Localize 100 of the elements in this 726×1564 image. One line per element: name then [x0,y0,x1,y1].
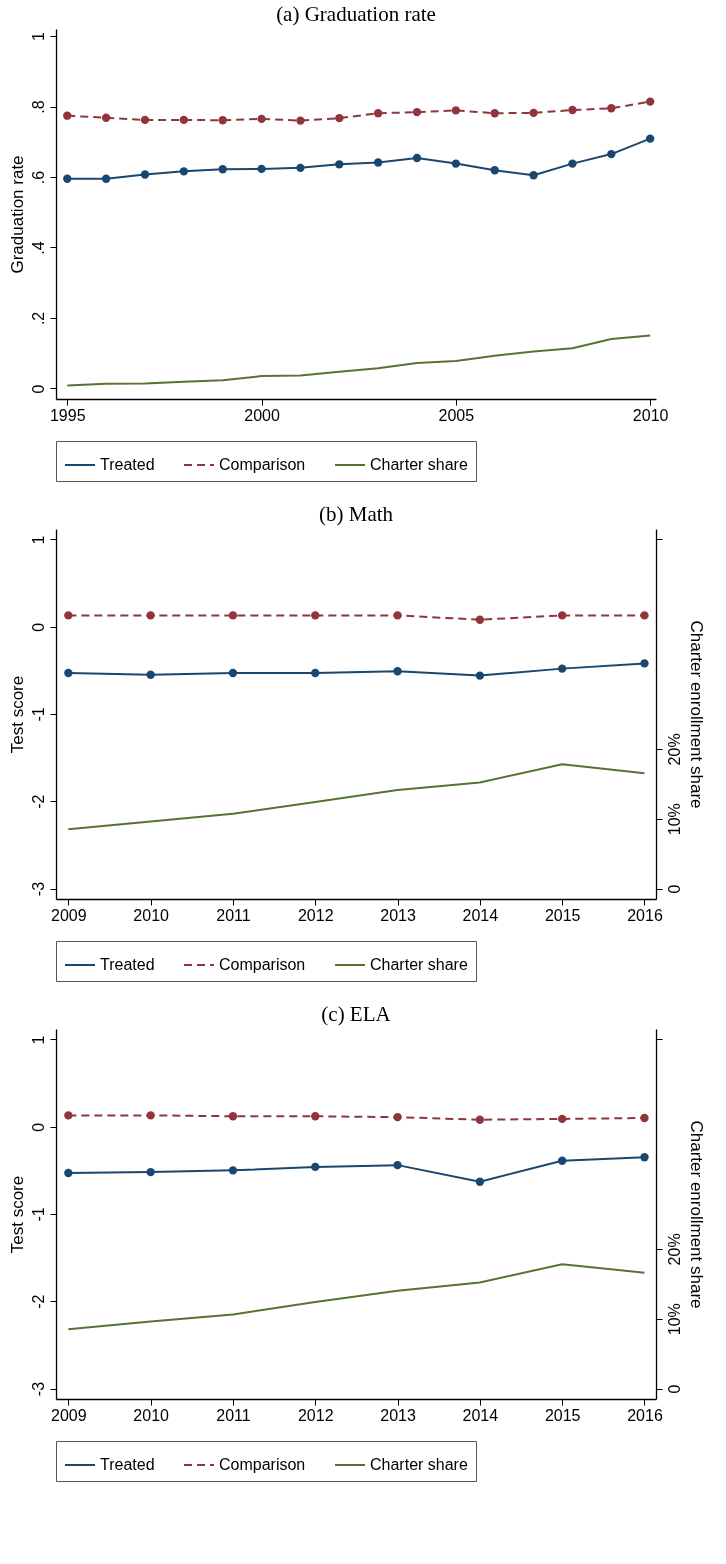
point [335,113,344,123]
point [373,109,383,118]
point [490,109,499,118]
x-tick-label: 2009 [51,1406,87,1424]
point [146,1167,155,1177]
legend-label: Treated [100,1456,155,1473]
y-tick-label: .8 [29,100,47,114]
legend-label: Comparison [219,1456,306,1473]
point [412,153,422,163]
y2-axis-title: Charter enrollment share [686,620,706,809]
x-tick-label: 2012 [297,906,334,924]
point [393,1160,402,1170]
point [393,667,402,676]
x-tick-label: 1995 [49,406,86,424]
y-tick-label: -1 [29,1207,47,1222]
point [373,158,383,167]
point [475,1115,485,1124]
x-tick-label: 2013 [380,1406,416,1424]
y-tick-label: -3 [29,1381,47,1397]
legend-label: Treated [100,956,155,973]
point [146,1111,155,1120]
y-tick-label: -3 [29,881,47,897]
y-axis-title: Test score [7,675,27,754]
point [557,664,567,673]
point [645,134,655,143]
y-tick-label: 1 [29,1035,47,1045]
point [529,108,538,118]
point [228,668,238,678]
y-tick-label: -2 [29,794,47,809]
point [140,170,150,179]
x-tick-label: 2010 [133,906,170,924]
point [311,611,320,620]
point [607,104,616,113]
point [64,1168,73,1178]
y2-tick-label: 10% [665,803,683,836]
y2-tick-label: 20% [665,733,683,766]
point [557,611,567,620]
point [101,113,111,122]
point [296,116,305,125]
point [475,615,485,624]
y2-tick-label: 0 [665,884,683,894]
point [257,114,266,124]
legend-label: Comparison [219,456,306,473]
legend-label: Comparison [219,956,306,973]
point [568,159,577,168]
y-axis-title: Test score [7,1175,27,1254]
y-axis-title: Graduation rate [7,155,27,274]
point [64,668,73,678]
point [640,611,649,620]
x-tick-label: 2014 [462,1406,499,1424]
x-tick-label: 2000 [244,406,280,424]
x-tick-label: 2014 [462,906,499,924]
point [146,611,155,620]
point [146,670,155,679]
point [218,165,227,174]
point [568,105,577,115]
point [335,160,344,169]
legend-label: Treated [100,456,155,473]
point [257,164,266,174]
chart-title: (a) Graduation rate [276,2,436,26]
point [311,1112,320,1121]
point [557,1114,567,1124]
point [311,668,320,678]
y-tick-label: 0 [29,384,47,394]
point [640,1113,649,1123]
point [529,171,538,180]
y2-axis-title: Charter enrollment share [686,1120,706,1309]
point [557,1156,567,1165]
legend-label: Charter share [370,956,468,973]
line-series [67,763,646,831]
point [228,1112,238,1121]
y-tick-label: -2 [29,1294,47,1309]
point [101,174,111,183]
x-tick-label: 2009 [51,906,87,924]
point [451,106,461,115]
legend-label: Charter share [370,456,468,473]
x-tick-label: 2012 [297,1406,334,1424]
point [451,159,461,168]
point [140,115,150,125]
x-tick-label: 2010 [133,1406,170,1424]
point [490,166,499,175]
x-tick-label: 2010 [632,406,669,424]
x-tick-label: 2015 [544,906,581,924]
point [63,111,72,120]
y-tick-label: 1 [29,32,47,41]
y2-tick-label: 20% [665,1233,683,1266]
point [228,1166,238,1175]
point [63,174,72,183]
y-tick-label: .4 [29,241,47,255]
point [179,167,189,176]
y-tick-label: 1 [29,535,47,545]
y2-tick-label: 0 [665,1384,683,1394]
y-tick-label: 0 [29,1122,47,1132]
x-tick-label: 2011 [216,906,251,924]
x-tick-label: 2016 [627,1406,663,1424]
point [412,107,422,117]
point [64,1111,73,1120]
point [179,115,189,125]
x-tick-label: 2015 [544,1406,581,1424]
y-tick-label: -1 [29,707,47,722]
